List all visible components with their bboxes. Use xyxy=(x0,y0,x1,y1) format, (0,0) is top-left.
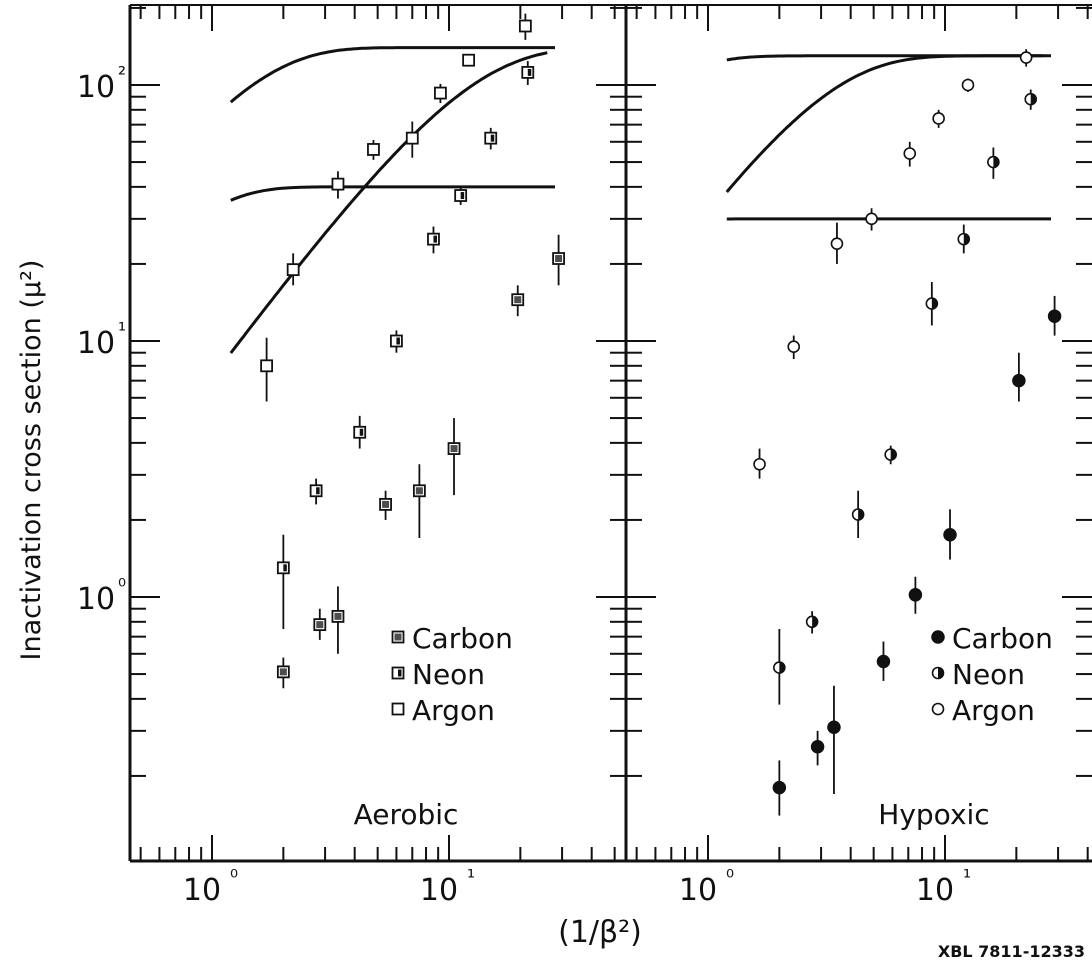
hypoxic-carbon-point-marker xyxy=(772,780,787,795)
aerobic-neon-point-marker-fill xyxy=(396,337,400,345)
aerobic-carbon-point-marker-fill xyxy=(316,621,324,629)
hypoxic-carbon-point-marker xyxy=(1012,373,1026,388)
legend-label-neon: Neon xyxy=(412,658,485,691)
aerobic-neon-point-marker-fill xyxy=(490,134,495,142)
aerobic-neon-point-marker-fill xyxy=(359,428,364,436)
aerobic-argon-point-marker xyxy=(462,53,476,67)
hypoxic-argon-point-marker xyxy=(961,78,975,92)
x-tick-label-exp: ¹ xyxy=(467,865,475,889)
x-tick-label: 10 xyxy=(420,873,458,908)
legend-label-argon: Argon xyxy=(412,694,495,727)
aerobic-argon-point-marker xyxy=(434,86,447,100)
x-tick-label: 10 xyxy=(679,873,717,908)
aerobic-carbon-point-marker-fill xyxy=(415,487,423,495)
legend-label-carbon: Carbon xyxy=(412,622,513,655)
x-axis-label: (1/β²) xyxy=(558,915,642,950)
hypoxic-carbon-point-marker xyxy=(943,528,957,542)
aerobic-neon-point-marker-fill xyxy=(283,564,287,572)
y-tick-label: 10 xyxy=(77,70,115,105)
aerobic-carbon-point-marker-fill xyxy=(334,612,342,620)
hypoxic-argon-point-marker xyxy=(903,147,917,160)
hypoxic-neon-point-marker-fill xyxy=(1030,93,1037,105)
x-tick-label: 10 xyxy=(183,873,221,908)
hypoxic-neon-point-marker-fill xyxy=(963,233,970,245)
legend-neon-marker-fill xyxy=(938,667,944,679)
y-tick-label: 10 xyxy=(77,326,115,361)
legend-carbon-marker-fill xyxy=(394,633,402,641)
y-tick-label-exp: ⁰ xyxy=(118,574,126,598)
aerobic-argon-point-marker xyxy=(286,263,300,277)
hypoxic-neon-point-marker-fill xyxy=(993,156,999,168)
panel-label-hypoxic: Hypoxic xyxy=(878,798,989,831)
aerobic-carbon-point-marker-fill xyxy=(514,296,522,304)
hypoxic-argon-point-marker xyxy=(830,237,844,250)
aerobic-carbon-point-marker-fill xyxy=(279,668,287,676)
hypoxic-argon-point-marker xyxy=(787,340,801,354)
aerobic-neon-fit-curve xyxy=(229,46,555,104)
legend-label-argon: Argon xyxy=(952,694,1035,727)
aerobic-argon-point-marker xyxy=(367,143,380,156)
legend-neon-marker-fill xyxy=(398,669,402,677)
hypoxic-argon-point-marker xyxy=(865,212,878,226)
hypoxic-neon-point-marker-fill xyxy=(812,616,818,628)
x-tick-label-exp: ⁰ xyxy=(726,865,734,889)
hypoxic-carbon-point-marker xyxy=(827,720,841,734)
aerobic-carbon-point-marker-fill xyxy=(450,445,458,453)
aerobic-carbon-fit-curve xyxy=(230,185,555,202)
legend-carbon-marker xyxy=(931,630,945,644)
hypoxic-argon-point-marker xyxy=(932,112,945,125)
hypoxic-carbon-point-marker xyxy=(810,740,825,754)
aerobic-neon-point-marker-fill xyxy=(316,487,320,495)
aerobic-neon-point-marker-fill xyxy=(527,68,532,76)
hypoxic-argon-point-marker xyxy=(753,457,766,471)
hypoxic-argon-fit-curve xyxy=(725,54,1044,193)
hypoxic-carbon-point-marker xyxy=(1047,309,1062,323)
legend-label-carbon: Carbon xyxy=(952,622,1053,655)
legend-label-neon: Neon xyxy=(952,658,1025,691)
aerobic-argon-point-marker xyxy=(405,131,419,145)
hypoxic-carbon-point-marker xyxy=(908,588,923,602)
aerobic-neon-point-marker-fill xyxy=(433,235,437,243)
y-tick-label-exp: ² xyxy=(118,62,126,86)
legend-argon-marker xyxy=(931,702,945,716)
aerobic-neon-point-marker-fill xyxy=(460,192,465,200)
y-tick-label-exp: ¹ xyxy=(118,318,126,342)
hypoxic-argon-point-marker xyxy=(1019,51,1033,64)
hypoxic-carbon-point-marker xyxy=(876,654,891,669)
x-tick-label-exp: ⁰ xyxy=(230,865,238,889)
x-tick-label: 10 xyxy=(916,873,954,908)
aerobic-argon-point-marker xyxy=(331,177,345,191)
aerobic-carbon-point-marker-fill xyxy=(555,255,563,263)
aerobic-argon-point-marker xyxy=(518,19,532,33)
x-tick-label-exp: ¹ xyxy=(963,865,971,889)
panel-label-aerobic: Aerobic xyxy=(354,798,459,831)
y-axis-label: Inactivation cross section (μ²) xyxy=(16,260,47,661)
hypoxic-neon-point-marker-fill xyxy=(890,449,897,461)
aerobic-argon-point-marker xyxy=(260,359,274,373)
aerobic-carbon-point-marker-fill xyxy=(382,500,390,508)
aerobic-argon-fit-curve xyxy=(229,51,548,354)
hypoxic-neon-point-marker-fill xyxy=(931,298,938,310)
legend-argon-marker xyxy=(391,702,405,716)
figure-id: XBL 7811-12333 xyxy=(938,942,1085,961)
hypoxic-neon-point-marker-fill xyxy=(779,662,785,674)
hypoxic-neon-point-marker-fill xyxy=(858,509,864,521)
y-tick-label: 10 xyxy=(77,582,115,617)
